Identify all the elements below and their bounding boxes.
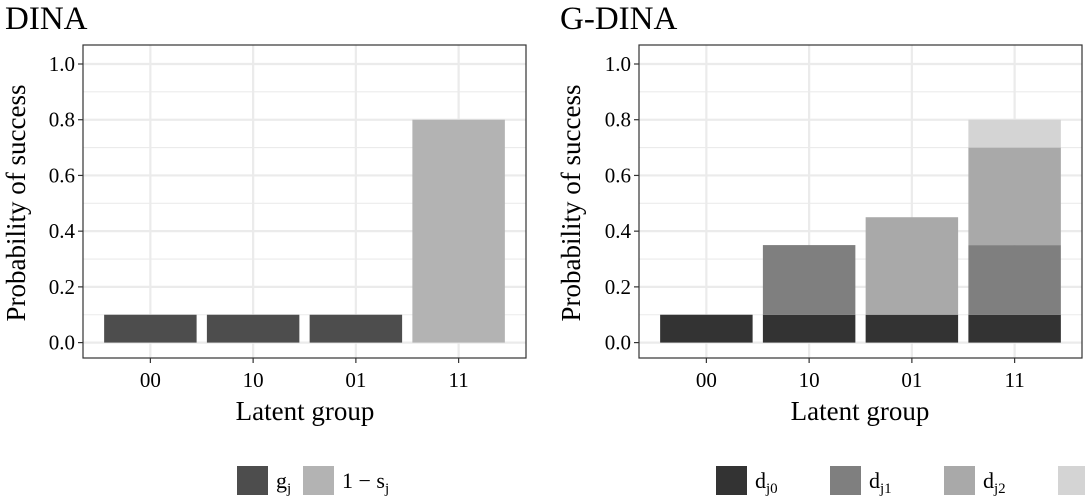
dina-legend: gj 1 − sj (237, 466, 389, 496)
legend-label-one_minus_s: 1 − sj (342, 468, 389, 496)
x-tick-label: 00 (140, 368, 161, 392)
legend-label-d2: dj2 (983, 468, 1006, 496)
bar-d0-11 (968, 314, 1061, 343)
y-tick-label: 0.4 (49, 219, 76, 243)
dina-y-ticks: 0.0 0.2 0.4 0.6 0.8 1.0 (49, 52, 83, 355)
gdina-x-axis-label: Latent group (791, 396, 930, 426)
gdina-bars (660, 119, 1061, 343)
bar-10 (206, 314, 300, 343)
gdina-chart: G-DINA Probability of success 0.00.20.40… (556, 1, 1085, 496)
dina-x-ticks: 00 10 01 11 (140, 358, 469, 392)
y-tick-label: 0.8 (605, 108, 631, 132)
bar-d1-10 (762, 245, 856, 315)
y-tick-label: 0.0 (605, 331, 631, 355)
bar-d12-11 (968, 119, 1061, 148)
y-tick-label: 0.6 (49, 163, 75, 187)
gdina-y-ticks: 0.0 0.2 0.4 0.6 0.8 1.0 (605, 52, 639, 355)
legend-label-d1: dj1 (869, 468, 892, 496)
x-tick-label: 10 (243, 368, 264, 392)
bar-d0-00 (660, 314, 753, 343)
gdina-title: G-DINA (560, 1, 677, 37)
dina-x-axis-label: Latent group (236, 396, 375, 426)
legend-key-one_minus_s (303, 466, 334, 495)
legend-label-g: gj (276, 468, 291, 496)
x-tick-label: 00 (696, 368, 717, 392)
y-tick-label: 0.0 (49, 331, 75, 355)
bar-01 (309, 314, 403, 343)
dina-gridlines (83, 45, 526, 358)
legend-label-d0: dj0 (755, 468, 778, 496)
y-tick-label: 0.4 (605, 219, 632, 243)
dina-panel-border (82, 44, 527, 359)
x-tick-label: 01 (345, 368, 366, 392)
legend-key-d0 (716, 466, 747, 495)
dina-title: DINA (5, 1, 88, 37)
legend-key-d12 (1058, 466, 1085, 495)
y-tick-label: 0.8 (49, 108, 75, 132)
gdina-panel-border (638, 44, 1083, 359)
gdina-y-axis-label: Probability of success (556, 85, 586, 322)
bar-d2-11 (968, 147, 1061, 246)
x-tick-label: 11 (449, 368, 469, 392)
y-tick-label: 0.2 (49, 275, 75, 299)
legend-key-g (237, 466, 268, 495)
dina-y-axis-label: Probability of success (1, 85, 31, 322)
bar-d1-11 (968, 245, 1061, 315)
x-tick-label: 11 (1005, 368, 1025, 392)
x-tick-label: 01 (901, 368, 922, 392)
legend-key-d2 (944, 466, 975, 495)
bar-d0-01 (865, 314, 959, 343)
y-tick-label: 1.0 (605, 52, 631, 76)
y-tick-label: 0.2 (605, 275, 631, 299)
bar-00 (104, 314, 197, 343)
bar-11 (412, 119, 505, 343)
x-tick-label: 10 (799, 368, 820, 392)
dina-chart: DINA Probability of success 0.0 0.2 0.4 0.6… (1, 1, 527, 496)
gdina-legend: dj0dj1dj2dj12 (716, 466, 1085, 496)
legend-key-d1 (830, 466, 861, 495)
y-tick-label: 0.6 (605, 163, 631, 187)
gdina-x-ticks: 00 10 01 11 (696, 358, 1025, 392)
bar-d2-01 (865, 217, 959, 315)
y-tick-label: 1.0 (49, 52, 75, 76)
dina-bars (104, 119, 505, 343)
bar-d0-10 (762, 314, 856, 343)
